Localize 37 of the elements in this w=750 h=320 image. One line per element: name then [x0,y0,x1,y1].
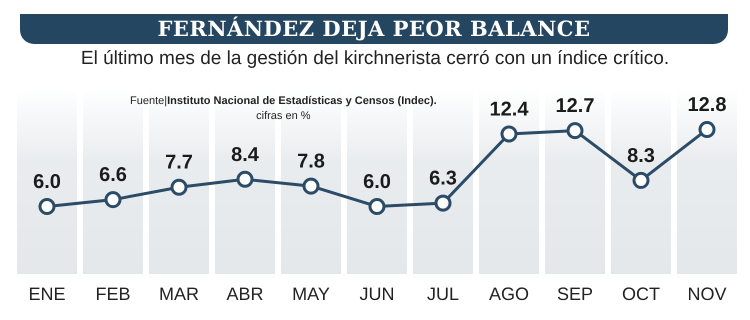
point [236,170,254,188]
data-label: 7.8 [297,150,325,173]
data-label: 6.0 [363,170,391,193]
source-note: Fuente|Instituto Nacional de Estadísticas y Censos (Indec). [130,94,437,109]
point [566,122,584,140]
x-tick-label: SEP [556,284,594,304]
x-tick-label: MAR [159,284,199,304]
point [38,198,56,215]
data-label: 7.7 [165,152,193,174]
data-label: 8.3 [627,144,655,167]
point [104,191,122,208]
data-label: 6.3 [429,168,457,190]
x-tick-label: ABR [226,284,264,304]
point [170,178,188,196]
x-tick-label: NOV [687,284,727,304]
chart-subtitle: El último mes de la gestión del kirchnerista cerró con un índice crítico. [80,48,670,70]
x-tick-label: JUL [426,284,460,304]
x-tick-label: FEB [95,284,131,304]
point [632,172,650,189]
text: cifras en % [255,109,312,124]
x-tick-label: AGO [488,284,530,304]
point [500,126,518,143]
data-label: 12.4 [490,98,530,121]
point [698,120,716,138]
x-tick-label: OCT [622,284,660,304]
point [302,178,320,195]
x-tick-label: ENE [28,284,66,304]
data-label: 8.4 [231,144,260,166]
x-tick-label: JUN [360,284,394,304]
data-label: 12.7 [556,95,594,118]
x-tick-label: MAY [292,284,330,304]
data-label: 6.6 [99,164,127,186]
point [434,194,452,212]
data-label: 6.0 [33,170,61,193]
point [368,198,386,215]
data-label: 12.8 [688,94,726,116]
chart-title: FERNÁNDEZ DEJA PEOR BALANCE [20,14,728,44]
